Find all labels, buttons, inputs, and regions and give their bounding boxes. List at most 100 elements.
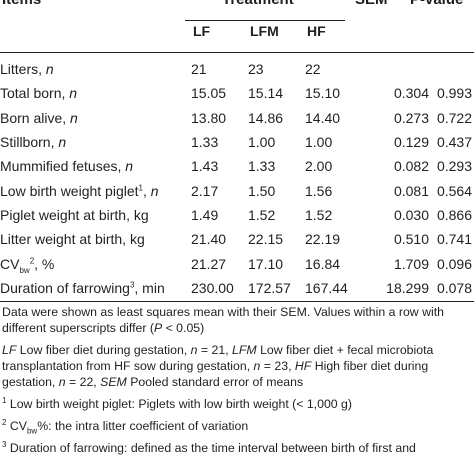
row-label: Duration of farrowing [0, 279, 130, 296]
row-unit: n [45, 61, 54, 78]
cell-sem: 0.304 [393, 85, 429, 102]
footnote-marker: 1 [138, 182, 143, 192]
cell-hf: 1.00 [305, 134, 333, 151]
cell-sem: 18.299 [386, 279, 429, 296]
cell-lfm: 1.33 [248, 158, 276, 175]
row-unit: n [150, 182, 159, 199]
cell-lfm: 1.00 [248, 134, 276, 151]
row-label: Litters, [0, 61, 46, 78]
col-lf-header: LF [193, 23, 211, 39]
col-hf-header: HF [307, 23, 326, 39]
table-notes: Data were shown as least squares mean wi… [2, 304, 472, 458]
row-label-subscript: bw [19, 265, 30, 275]
footnote-3: 3 Duration of farrowing: defined as the … [2, 439, 416, 455]
cell-pvalue: 0.078 [436, 279, 472, 296]
note-abbreviations: LF Low fiber diet during gestation, n = … [2, 343, 434, 389]
cell-pvalue [429, 57, 472, 81]
row-label: Litter weight at birth, kg [0, 231, 145, 248]
row-label: Stillborn, [0, 134, 59, 151]
footnote-2: 2 CVbw%: the intra litter coefficient of… [2, 417, 249, 436]
cell-pvalue: 0.293 [436, 158, 472, 175]
cell-sem: 1.709 [393, 255, 429, 272]
row-label: CV [0, 255, 20, 272]
cell-lfm: 14.86 [248, 109, 284, 126]
pvalue-header: P-value [410, 0, 463, 8]
row-label-suffix: , % [34, 255, 55, 272]
cell-lf: 2.17 [191, 182, 219, 199]
treatment-rule [185, 20, 345, 21]
cell-lfm: 1.52 [248, 206, 276, 223]
row-label-sep: , [142, 182, 151, 199]
note-data-description: Data were shown as least squares mean wi… [2, 305, 444, 335]
cell-hf: 22.19 [305, 231, 341, 248]
table-row: Piglet weight at birth, kg 1.49 1.52 1.5… [0, 203, 472, 227]
footnote-marker: 3 [129, 280, 135, 290]
cell-sem: 0.081 [393, 182, 429, 199]
table-bottom-rule [0, 301, 474, 302]
cell-sem: 0.030 [393, 206, 429, 223]
cell-sem [384, 57, 429, 81]
table-row: Duration of farrowing3, min 230.00 172.5… [0, 276, 472, 300]
cell-pvalue: 0.096 [436, 255, 472, 272]
cell-lf: 21.27 [191, 255, 227, 272]
cell-lf: 1.43 [191, 158, 219, 175]
row-unit: n [125, 158, 134, 175]
cell-hf: 167.44 [305, 279, 348, 296]
row-unit: n [58, 134, 67, 151]
cell-lfm: 23 [248, 61, 264, 78]
footnote-marker: 2 [29, 255, 35, 265]
cell-lfm: 17.10 [248, 255, 284, 272]
cell-lfm: 15.14 [248, 85, 284, 102]
cell-pvalue: 0.993 [436, 85, 472, 102]
row-label-suffix: , min [134, 279, 165, 296]
row-label: Low birth weight piglet [0, 182, 139, 199]
col-lfm-header: LFM [250, 23, 279, 39]
cell-hf: 2.00 [305, 158, 333, 175]
cell-lf: 13.80 [191, 109, 227, 126]
cell-pvalue: 0.741 [436, 231, 472, 248]
row-unit: n [69, 85, 78, 102]
cell-lfm: 1.50 [248, 182, 276, 199]
cell-hf: 22 [305, 61, 321, 78]
row-label: Mummified fetuses, [0, 158, 126, 175]
cell-lfm: 22.15 [248, 231, 284, 248]
footnote-1: 1 Low birth weight piglet: Piglets with … [2, 395, 352, 411]
table-row: Low birth weight piglet1, n 2.17 1.50 1.… [0, 178, 472, 202]
cell-sem: 0.273 [393, 109, 429, 126]
row-label: Piglet weight at birth, kg [0, 206, 149, 223]
row-unit: n [70, 109, 78, 126]
sem-header: SEM [355, 0, 388, 8]
cell-lf: 1.49 [191, 206, 219, 223]
cell-pvalue: 0.437 [436, 134, 472, 151]
table-row: Litters, n 21 23 22 [0, 57, 472, 81]
header-rule [0, 52, 474, 53]
cell-pvalue: 0.564 [436, 182, 472, 199]
cell-sem: 0.082 [393, 158, 429, 175]
cell-lf: 15.05 [191, 85, 227, 102]
cell-hf: 1.52 [305, 206, 333, 223]
cell-pvalue: 0.722 [436, 109, 472, 126]
table-row: Litter weight at birth, kg 21.40 22.15 2… [0, 227, 472, 251]
cell-lf: 1.33 [191, 134, 219, 151]
items-header: Items [2, 0, 41, 8]
table-row: Stillborn, n 1.33 1.00 1.00 0.129 0.437 [0, 130, 472, 154]
cell-lf: 21 [191, 61, 207, 78]
cell-hf: 15.10 [305, 85, 341, 102]
table-row: Total born, n 15.05 15.14 15.10 0.304 0.… [0, 81, 472, 105]
cell-hf: 1.56 [305, 182, 333, 199]
cell-hf: 14.40 [305, 109, 341, 126]
cell-lf: 230.00 [191, 279, 234, 296]
table-row: CVbw2, % 21.27 17.10 16.84 1.709 0.096 [0, 251, 472, 275]
table-row: Born alive, n 13.80 14.86 14.40 0.273 0.… [0, 106, 472, 130]
row-label: Born alive, [0, 109, 71, 126]
row-label: Total born, [0, 85, 70, 102]
results-table: Litters, n 21 23 22 Total born, n 15.05 … [0, 57, 472, 300]
treatment-header: Treatment [222, 0, 294, 8]
cell-sem: 0.129 [393, 134, 429, 151]
cell-lf: 21.40 [191, 231, 227, 248]
cell-hf: 16.84 [305, 255, 341, 272]
cell-pvalue: 0.866 [436, 206, 472, 223]
cell-lfm: 172.57 [248, 279, 291, 296]
table-row: Mummified fetuses, n 1.43 1.33 2.00 0.08… [0, 154, 472, 178]
